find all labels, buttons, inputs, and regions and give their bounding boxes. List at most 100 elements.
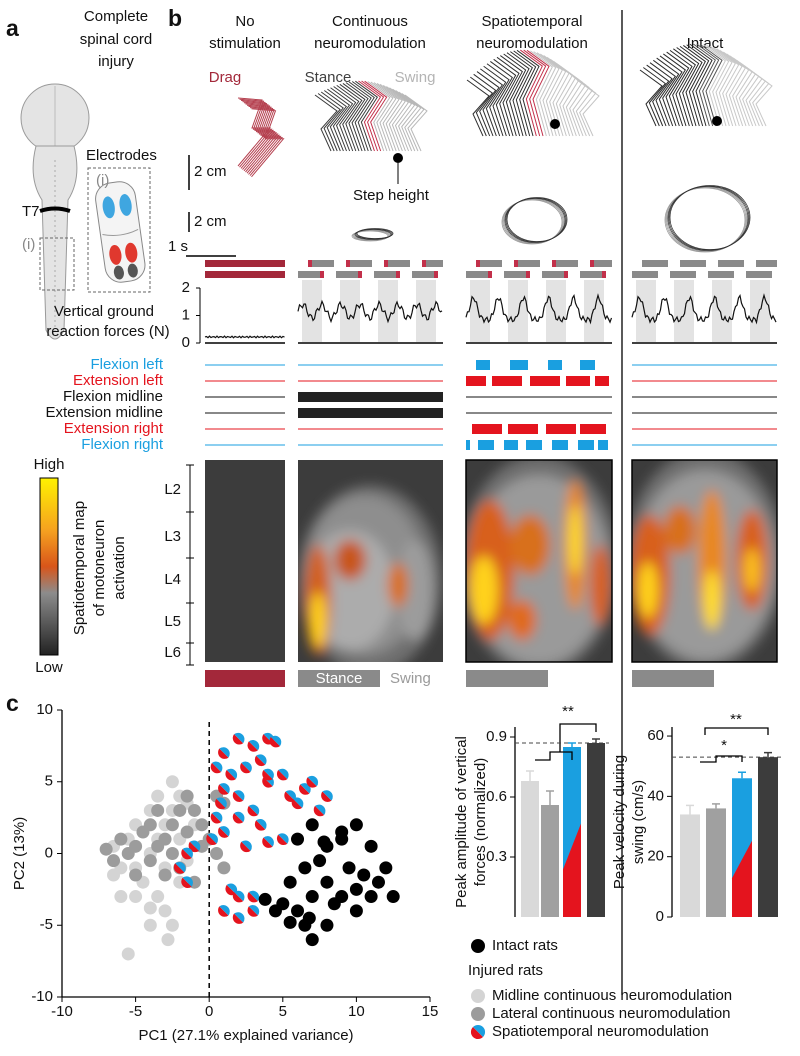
- point: [313, 854, 326, 867]
- y-tick-label: -5: [40, 916, 53, 933]
- point: [173, 804, 186, 817]
- gait-bar: [718, 260, 744, 267]
- heatmap-blob: [664, 506, 696, 554]
- point: [270, 736, 282, 748]
- point: [166, 919, 179, 932]
- bar: [521, 781, 539, 917]
- phase-bar: [466, 670, 548, 687]
- point: [129, 890, 142, 903]
- trajectory: [670, 186, 750, 250]
- stance-shade: [546, 280, 566, 342]
- y-tick-label: 10: [36, 701, 53, 718]
- point: [291, 904, 304, 917]
- point: [159, 833, 172, 846]
- gait-bar: [602, 271, 606, 278]
- muscle-label: Flexion left: [90, 356, 163, 373]
- phase-bar: [632, 670, 714, 687]
- gait-bar: [632, 271, 658, 278]
- legend-swatch: [471, 939, 485, 953]
- point: [320, 876, 333, 889]
- y-tick-label: 0.3: [486, 848, 507, 865]
- heatmap-blob: [744, 548, 760, 592]
- gait-bar: [708, 271, 734, 278]
- panel-label: a: [6, 15, 19, 41]
- point: [284, 876, 297, 889]
- heatmap-blob: [590, 545, 610, 625]
- emg-burst: [492, 376, 522, 386]
- stick-figure: [490, 61, 512, 136]
- panel-title: spinal cord: [80, 31, 153, 48]
- colorbar-label: High: [34, 456, 65, 473]
- heatmap-blob: [704, 570, 720, 630]
- gait-bar: [526, 271, 530, 278]
- point: [291, 833, 304, 846]
- point: [284, 916, 297, 929]
- stick-figure: [747, 68, 769, 126]
- marker-dot: [393, 153, 403, 163]
- gait-bar: [396, 271, 400, 278]
- phase-label: Stance: [305, 69, 352, 86]
- emg-burst: [552, 440, 568, 450]
- y-tick-label: 1: [182, 306, 190, 323]
- gait-bar: [680, 260, 706, 267]
- axis-label: Vertical ground: [54, 303, 154, 320]
- point: [365, 890, 378, 903]
- stick-figure: [750, 70, 772, 126]
- point: [114, 890, 127, 903]
- gait-bar: [756, 260, 777, 267]
- stance-shade: [340, 280, 360, 342]
- scale-label: 1 s: [168, 238, 188, 255]
- point: [269, 904, 282, 917]
- point: [181, 825, 194, 838]
- emg-burst: [466, 376, 486, 386]
- heatmap-blobs: [459, 455, 619, 675]
- x-tick-label: 5: [279, 1003, 287, 1020]
- point: [159, 904, 172, 917]
- gait-bar: [384, 260, 388, 267]
- point: [248, 891, 260, 903]
- point: [321, 790, 333, 802]
- point: [335, 833, 348, 846]
- emg-burst: [508, 424, 538, 434]
- y-tick-label: 0: [656, 908, 664, 925]
- point: [379, 861, 392, 874]
- point: [166, 775, 179, 788]
- point: [306, 890, 319, 903]
- point: [314, 805, 326, 817]
- colorbar: [40, 478, 58, 655]
- legend-heading: Injured rats: [468, 962, 543, 979]
- point: [240, 840, 252, 852]
- heatmap-blobs: [298, 485, 442, 675]
- stance-shade: [508, 280, 528, 342]
- bar: [758, 757, 778, 917]
- y-tick-label: 0.9: [486, 728, 507, 745]
- segment-label: L2: [164, 481, 181, 498]
- heatmap-blob: [638, 562, 658, 618]
- segment-label: L5: [164, 613, 181, 630]
- heatmap: [298, 460, 443, 675]
- y-tick-label: 60: [647, 727, 664, 744]
- emg-burst: [580, 360, 595, 370]
- point: [211, 812, 223, 824]
- column-header: stimulation: [209, 35, 281, 52]
- point: [151, 890, 164, 903]
- point: [318, 836, 331, 849]
- panel-title: Complete: [84, 8, 148, 25]
- point: [343, 861, 356, 874]
- phase-label: Drag: [209, 69, 242, 86]
- axis-label: Spatiotemporal map: [71, 501, 88, 635]
- inset-label: (i): [96, 172, 109, 189]
- emg-burst: [504, 440, 518, 450]
- annotation: Step height: [353, 187, 430, 204]
- legend-swatch: [471, 989, 485, 1003]
- gait-bar: [205, 271, 285, 278]
- y-tick-label: 40: [647, 787, 664, 804]
- muscle-label: Extension left: [73, 372, 164, 389]
- axis-label: reaction forces (N): [46, 323, 169, 340]
- emg-burst: [530, 376, 560, 386]
- point: [144, 902, 157, 915]
- emg-burst: [580, 424, 606, 434]
- heatmap: [459, 455, 619, 675]
- marker-dot: [550, 119, 560, 129]
- y-tick-label: 2: [182, 279, 190, 296]
